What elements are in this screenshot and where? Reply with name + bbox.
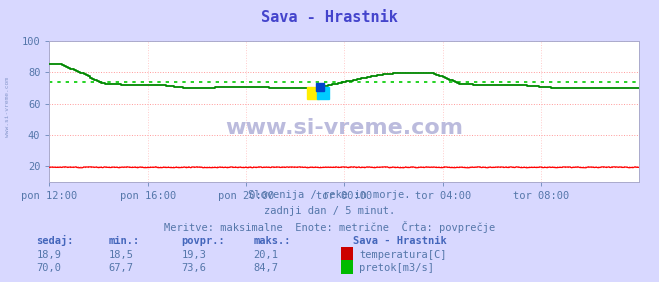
Text: 19,3: 19,3 [181, 250, 206, 260]
Text: 67,7: 67,7 [109, 263, 134, 273]
Text: Slovenija / reke in morje.: Slovenija / reke in morje. [248, 190, 411, 200]
Text: Sava - Hrastnik: Sava - Hrastnik [261, 10, 398, 25]
Text: povpr.:: povpr.: [181, 236, 225, 246]
Text: sedaj:: sedaj: [36, 235, 74, 246]
Text: temperatura[C]: temperatura[C] [359, 250, 447, 260]
Text: min.:: min.: [109, 236, 140, 246]
Text: www.si-vreme.com: www.si-vreme.com [5, 77, 11, 137]
Text: Meritve: maksimalne  Enote: metrične  Črta: povprečje: Meritve: maksimalne Enote: metrične Črta… [164, 221, 495, 233]
Text: 18,5: 18,5 [109, 250, 134, 260]
Text: Sava - Hrastnik: Sava - Hrastnik [353, 236, 446, 246]
Text: pretok[m3/s]: pretok[m3/s] [359, 263, 434, 273]
Text: 84,7: 84,7 [254, 263, 279, 273]
Text: zadnji dan / 5 minut.: zadnji dan / 5 minut. [264, 206, 395, 216]
Text: 20,1: 20,1 [254, 250, 279, 260]
Text: 73,6: 73,6 [181, 263, 206, 273]
Text: 70,0: 70,0 [36, 263, 61, 273]
Text: 18,9: 18,9 [36, 250, 61, 260]
Text: maks.:: maks.: [254, 236, 291, 246]
Text: www.si-vreme.com: www.si-vreme.com [225, 118, 463, 138]
